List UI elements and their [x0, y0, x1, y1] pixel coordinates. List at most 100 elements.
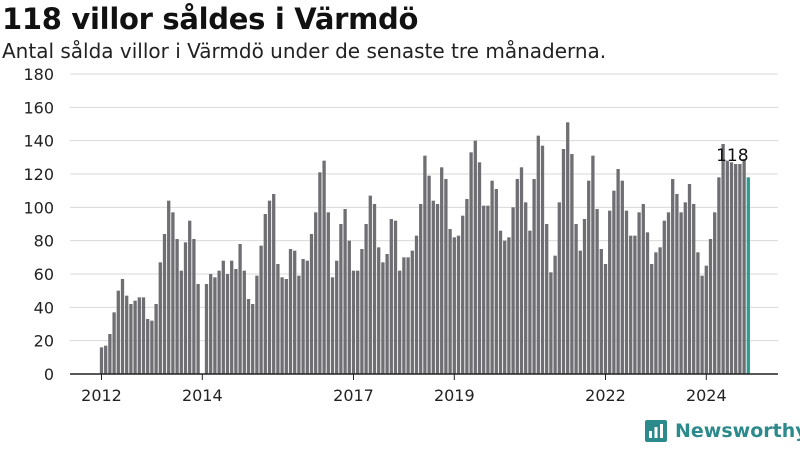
bar [179, 270, 183, 374]
bar [498, 230, 503, 374]
bar [444, 179, 448, 374]
bar [381, 262, 385, 374]
bar [116, 290, 120, 374]
bar [255, 275, 259, 374]
bar [675, 194, 679, 374]
bar [351, 270, 356, 374]
bar [511, 207, 515, 374]
bar [360, 249, 364, 374]
bar [402, 257, 406, 374]
bar [658, 247, 662, 374]
bar [633, 235, 637, 374]
bar [671, 179, 675, 374]
bar [435, 204, 440, 374]
bar [536, 135, 540, 374]
highlight-value-label: 118 [716, 146, 748, 166]
bar [326, 212, 330, 374]
bar [288, 249, 293, 374]
bar [679, 212, 683, 374]
brand-name: Newsworthy [675, 420, 800, 442]
bar [578, 250, 582, 374]
bar [242, 270, 246, 374]
newsworthy-logo-icon [645, 420, 667, 442]
bar [431, 200, 435, 374]
chart-subtitle: Antal sålda villor i Värmdö under de sen… [2, 39, 607, 63]
bar [414, 235, 419, 374]
x-tick-label: 2014 [182, 386, 223, 405]
bar [423, 155, 427, 374]
bar [603, 264, 608, 374]
bar [234, 269, 238, 374]
bar [406, 257, 410, 374]
bar [540, 145, 545, 374]
bar [620, 180, 624, 374]
bar [171, 212, 175, 374]
bar [183, 242, 188, 374]
bar [494, 189, 498, 374]
bar [574, 224, 578, 374]
x-tick-label: 2012 [81, 386, 122, 405]
bar [725, 160, 729, 374]
bar [238, 244, 242, 374]
bar [553, 255, 557, 374]
bar [683, 202, 687, 374]
bar [666, 212, 671, 374]
bar [608, 210, 612, 374]
x-tick-label: 2017 [333, 386, 374, 405]
bar [616, 169, 620, 374]
bar [532, 179, 536, 374]
bar [267, 200, 272, 374]
bar [650, 264, 654, 374]
bar [721, 144, 725, 374]
bar [335, 260, 339, 374]
y-tick-label: 0 [44, 365, 54, 384]
y-tick-label: 180 [23, 65, 54, 84]
x-tick-label: 2019 [434, 386, 475, 405]
bar [133, 300, 137, 374]
bar [524, 202, 528, 374]
bar [545, 224, 549, 374]
y-tick-label: 20 [34, 332, 54, 351]
bar [141, 297, 146, 374]
bar [246, 299, 251, 374]
bar [440, 167, 444, 374]
bar [137, 297, 141, 374]
bar [377, 247, 381, 374]
bar [188, 220, 192, 374]
bar [452, 237, 456, 374]
bar [486, 205, 490, 374]
bar [213, 277, 217, 374]
bar [343, 209, 347, 374]
bar-highlight [746, 177, 750, 374]
bar [624, 210, 629, 374]
bar [738, 164, 742, 374]
bar [629, 235, 633, 374]
brand-logo[interactable]: Newsworthy [645, 420, 800, 442]
bar [125, 295, 129, 374]
bar [297, 275, 301, 374]
bar [389, 219, 393, 374]
bar [708, 239, 713, 374]
bar [587, 180, 591, 374]
bar [158, 262, 162, 374]
y-tick-label: 60 [34, 265, 54, 284]
bar [209, 274, 213, 374]
bar [473, 140, 477, 374]
bar [259, 245, 263, 374]
bar [687, 184, 692, 374]
bar [448, 229, 452, 374]
bar [582, 219, 587, 374]
bar [696, 252, 700, 374]
bar [469, 152, 473, 374]
bar [570, 154, 574, 374]
bar [104, 345, 108, 374]
bar [507, 237, 511, 374]
bar [477, 162, 482, 374]
bar [713, 212, 717, 374]
bar [221, 260, 225, 374]
bar [129, 304, 133, 374]
bar [410, 250, 414, 374]
y-tick-label: 160 [23, 98, 54, 117]
bar [217, 270, 221, 374]
